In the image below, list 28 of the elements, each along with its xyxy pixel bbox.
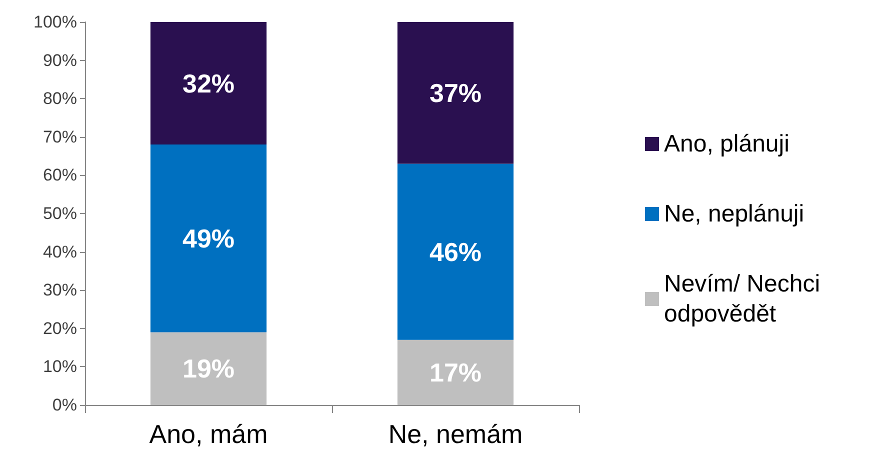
legend-label: Nevím/ Nechci odpovědět (664, 270, 827, 328)
data-label: 46% (429, 236, 482, 267)
data-label: 32% (182, 68, 235, 98)
bar (150, 332, 267, 405)
x-tick-label: Ne, nemám (388, 419, 523, 449)
y-tick-label: 10% (42, 357, 77, 376)
bar (150, 22, 267, 145)
legend-label: Ano, plánuji (664, 130, 790, 158)
y-tick-label: 70% (42, 127, 77, 146)
legend-label: Ne, neplánuji (664, 200, 804, 228)
bar (397, 164, 514, 340)
y-tick-label: 40% (42, 242, 77, 262)
data-label: 19% (182, 354, 235, 384)
bar (397, 340, 514, 405)
y-tick-label: 90% (42, 50, 77, 70)
x-tick-label: Ano, mám (149, 419, 268, 449)
y-tick-label: 80% (42, 89, 77, 108)
y-tick-label: 60% (42, 166, 77, 185)
y-tick-label: 20% (42, 318, 77, 338)
data-label: 17% (429, 357, 482, 388)
bar (397, 22, 514, 164)
y-tick-label: 50% (42, 204, 77, 223)
bar (150, 144, 267, 332)
data-label: 49% (182, 223, 235, 254)
data-label: 37% (429, 78, 482, 108)
y-tick-label: 100% (34, 12, 77, 32)
y-tick-label: 0% (52, 396, 77, 414)
y-tick-label: 30% (42, 280, 77, 300)
